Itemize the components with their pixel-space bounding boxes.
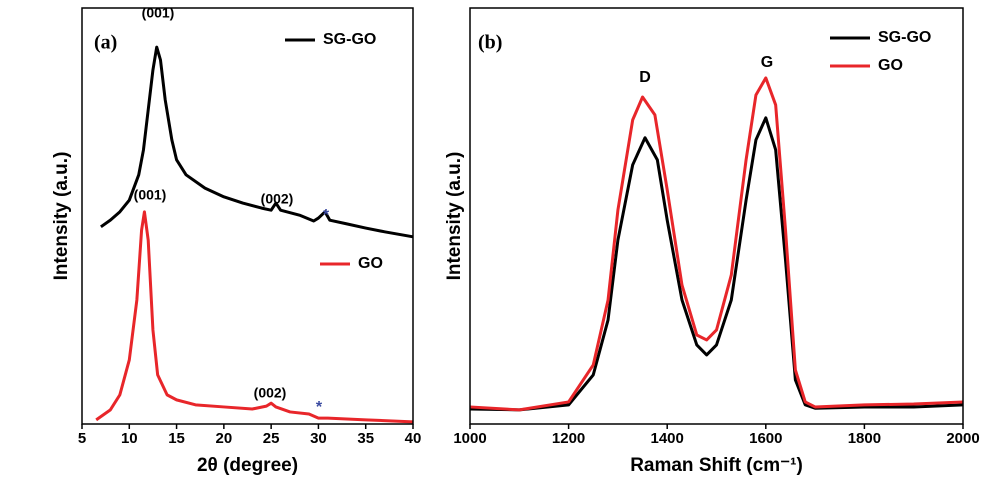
legend-label: GO	[878, 57, 903, 74]
panel-label: (b)	[478, 32, 502, 54]
annotation: *	[316, 399, 323, 416]
annotation: G	[761, 54, 773, 71]
plot-frame	[81, 7, 414, 425]
legend-label: GO	[358, 255, 383, 272]
annotation: (001)	[142, 5, 175, 21]
legend-label: SG-GO	[323, 31, 376, 48]
annotation: (002)	[254, 385, 287, 401]
x-tick-label: 15	[168, 430, 185, 447]
x-tick-label: 1200	[552, 430, 585, 447]
plot-frame	[469, 7, 964, 425]
data-line	[469, 76, 964, 412]
data-line	[95, 210, 414, 424]
x-tick-label: 40	[405, 430, 422, 447]
annotation: (001)	[134, 187, 167, 203]
panel-label: (a)	[94, 32, 117, 54]
x-tick-label: 10	[121, 430, 138, 447]
legend-label: SG-GO	[878, 29, 931, 46]
x-axis-title: Raman Shift (cm⁻¹)	[630, 455, 803, 476]
x-axis-title: 2θ (degree)	[197, 455, 298, 476]
x-tick-label: 30	[310, 430, 327, 447]
x-tick-label: 20	[216, 430, 233, 447]
x-tick-label: 35	[357, 430, 374, 447]
x-tick-label: 1600	[749, 430, 782, 447]
x-tick-label: 5	[78, 430, 86, 447]
y-axis-title: Intensity (a.u.)	[51, 152, 72, 281]
x-tick-label: 1000	[453, 430, 486, 447]
x-tick-label: 1400	[651, 430, 684, 447]
x-tick-label: 2000	[946, 430, 979, 447]
annotation: (002)	[261, 191, 294, 207]
annotation: D	[639, 69, 651, 86]
x-tick-label: 1800	[848, 430, 881, 447]
y-axis-title: Intensity (a.u.)	[444, 152, 465, 281]
data-line	[469, 116, 964, 412]
annotation: *	[323, 207, 330, 224]
x-tick-label: 25	[263, 430, 280, 447]
data-line	[100, 45, 414, 239]
